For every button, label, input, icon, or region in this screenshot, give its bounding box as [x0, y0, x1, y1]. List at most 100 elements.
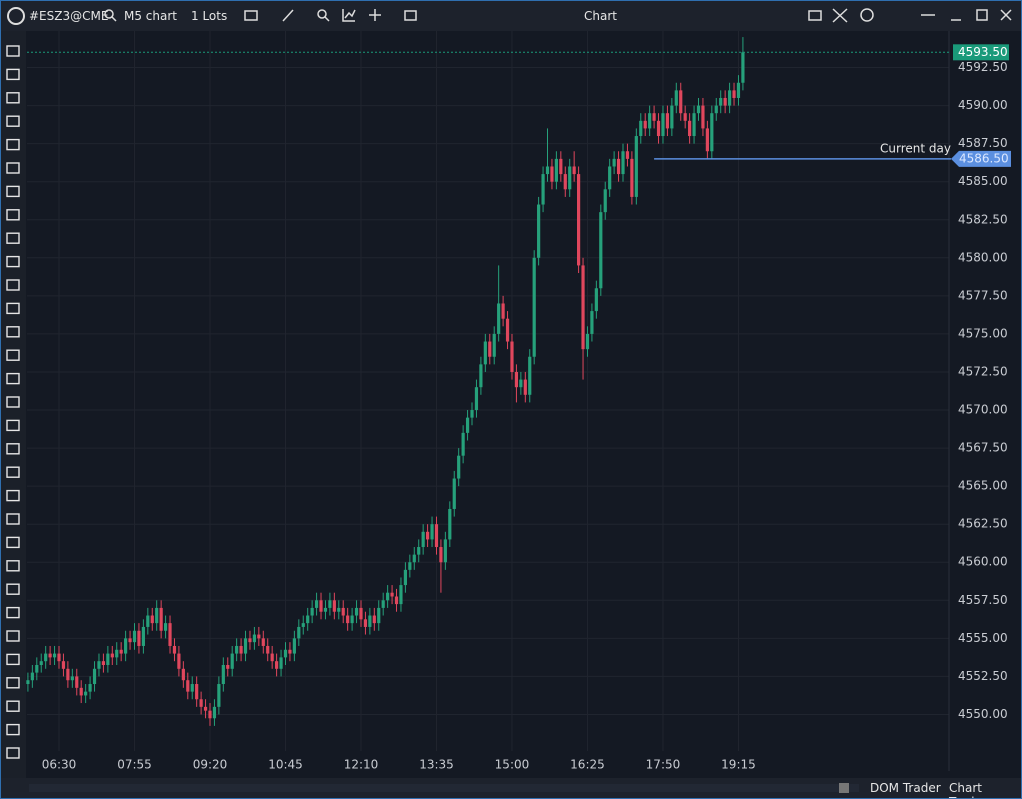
current-day-tag — [951, 150, 1011, 167]
candle-body — [314, 600, 319, 608]
candle-body — [30, 672, 34, 681]
tool-icon[interactable] — [6, 630, 20, 642]
current-day-value: 4586.50 — [959, 151, 1009, 165]
candle-body — [723, 97, 727, 106]
tool-icon[interactable] — [6, 443, 20, 455]
tool-icon[interactable] — [6, 513, 20, 525]
tool-icon[interactable] — [6, 677, 20, 689]
candle-body — [465, 417, 470, 433]
candle-body — [221, 664, 225, 685]
current-day-label: Current day — [880, 141, 951, 155]
candle-body — [381, 600, 385, 608]
candle-body — [714, 105, 718, 114]
candle-body — [257, 634, 261, 639]
tool-icon[interactable] — [6, 232, 20, 244]
tool-icon[interactable] — [6, 92, 20, 104]
tool-icon[interactable] — [6, 372, 20, 385]
candle-body — [115, 649, 119, 658]
y-tick-label: 4580.00 — [958, 250, 1008, 264]
tool-icon[interactable] — [6, 279, 20, 291]
y-tick-label: 4565.00 — [958, 479, 1008, 493]
candle-body — [61, 661, 66, 669]
candle-body — [670, 105, 674, 129]
candle-body — [124, 638, 128, 654]
candle-body — [323, 607, 328, 612]
symbol[interactable]: #ESZ3@CME — [29, 9, 109, 23]
candle-body — [239, 645, 243, 654]
left-toolbar — [1, 31, 26, 778]
candle-body — [643, 120, 647, 129]
candle-body — [288, 649, 292, 654]
tool-icon[interactable] — [6, 583, 20, 595]
tool-icon[interactable] — [6, 45, 20, 57]
candle-body — [52, 653, 57, 658]
candle-body — [727, 90, 732, 106]
scrollbar[interactable] — [1, 778, 861, 798]
tool-icon[interactable] — [6, 349, 20, 361]
x-tick-label: 15:00 — [495, 758, 530, 772]
candle-body — [70, 676, 74, 681]
x-tick-label: 06:30 — [42, 758, 77, 772]
candle-body — [603, 189, 607, 213]
candle-body — [368, 615, 372, 627]
candle-body — [679, 90, 683, 114]
x-tick-label: 09:20 — [193, 758, 228, 772]
candle-body — [625, 151, 630, 159]
candle-body — [683, 113, 687, 121]
tool-icon[interactable] — [6, 302, 20, 315]
candle-body — [434, 524, 439, 548]
candle-body — [572, 166, 576, 175]
tool-icon[interactable] — [6, 255, 20, 268]
candle-body — [372, 615, 376, 624]
tool-icon[interactable] — [6, 723, 20, 736]
quantity[interactable]: 1 Lots — [191, 9, 228, 23]
chart-trader[interactable]: Chart Trader — [949, 781, 987, 798]
candle-body — [297, 626, 301, 639]
candle-body — [514, 371, 519, 388]
tool-icon[interactable] — [6, 747, 20, 759]
candle-body — [528, 356, 532, 395]
tool-icon[interactable] — [6, 326, 20, 338]
candle-body — [359, 607, 363, 620]
candle-body — [656, 120, 661, 137]
candle-body — [648, 113, 652, 129]
candle-body — [306, 615, 310, 624]
tool-icon[interactable] — [6, 115, 20, 127]
tool-icon[interactable] — [6, 419, 20, 432]
candle-body — [457, 455, 461, 479]
candle-body — [195, 684, 199, 700]
tool-icon[interactable] — [6, 536, 20, 549]
tool-icon[interactable] — [6, 396, 20, 408]
candle-body — [483, 341, 487, 365]
tool-icon[interactable] — [6, 606, 20, 619]
candle-body — [541, 174, 545, 205]
y-tick-label: 4592.50 — [958, 60, 1008, 74]
tool-icon[interactable] — [6, 560, 20, 572]
x-tick-label: 16:25 — [570, 758, 605, 772]
candle-body — [705, 128, 709, 152]
tool-icon[interactable] — [6, 68, 20, 81]
candle-body — [79, 687, 83, 696]
tool-icon[interactable] — [6, 185, 20, 198]
tool-icon[interactable] — [6, 700, 20, 712]
candle-body — [137, 630, 141, 646]
y-tick-label: 4560.00 — [958, 555, 1008, 569]
timeframe[interactable]: M5 chart — [124, 9, 177, 23]
candle-body — [599, 212, 603, 289]
tool-icon[interactable] — [6, 653, 20, 666]
tool-icon[interactable] — [6, 209, 20, 221]
tool-icon[interactable] — [6, 489, 20, 502]
candle-body — [186, 680, 190, 692]
candle-body — [719, 97, 723, 106]
tool-icon[interactable] — [6, 466, 20, 478]
x-tick-label: 19:15 — [721, 758, 756, 772]
candle-body — [177, 653, 181, 669]
candle-body — [408, 562, 412, 570]
x-tick-label: 10:45 — [268, 758, 303, 772]
dom-trader[interactable]: DOM Trader — [870, 781, 941, 795]
candle-body — [75, 676, 79, 688]
candle-body — [497, 303, 501, 334]
tool-icon[interactable] — [6, 138, 20, 151]
candle-body — [128, 638, 132, 643]
tool-icon[interactable] — [6, 162, 20, 174]
